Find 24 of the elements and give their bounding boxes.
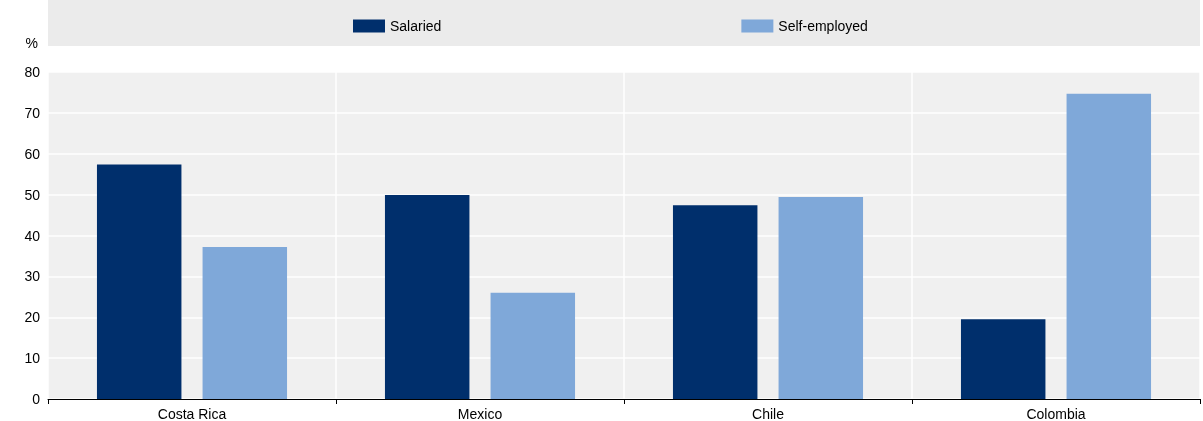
bar: [384, 195, 470, 399]
y-axis-title: %: [25, 35, 38, 51]
x-tick-label: Costa Rica: [157, 406, 227, 421]
y-tick-label: 20: [24, 309, 41, 326]
bar: [490, 292, 576, 399]
bar: [96, 164, 182, 399]
legend-label: Salaried: [390, 18, 442, 34]
y-tick-label: 40: [24, 227, 41, 244]
bar: [960, 319, 1046, 399]
legend-label: Self-employed: [778, 18, 868, 34]
y-tick-label: 0: [32, 391, 41, 407]
y-tick-label: 80: [24, 64, 41, 80]
bar: [202, 246, 288, 399]
x-tick-label: Mexico: [457, 406, 503, 421]
x-tick-label: Colombia: [1026, 406, 1086, 421]
bar: [1066, 93, 1152, 399]
y-tick-label: 10: [24, 350, 41, 367]
y-tick-label: 60: [24, 145, 41, 162]
y-tick-label: 30: [24, 268, 41, 285]
y-tick-label: 50: [24, 186, 41, 203]
x-tick-label: Chile: [752, 406, 785, 421]
bar: [672, 205, 758, 399]
bar: [778, 197, 864, 399]
y-tick-label: 70: [24, 104, 41, 121]
